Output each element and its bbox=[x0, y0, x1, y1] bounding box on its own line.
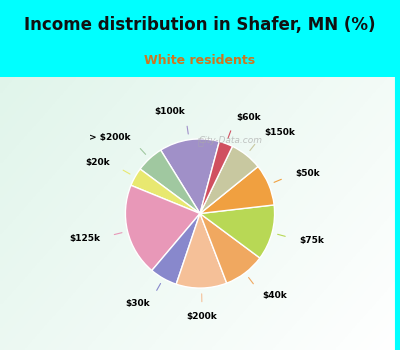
Text: $125k: $125k bbox=[69, 233, 100, 243]
Text: $30k: $30k bbox=[125, 299, 150, 308]
Text: Ⓢ: Ⓢ bbox=[197, 136, 203, 146]
Wedge shape bbox=[161, 139, 219, 214]
Text: $50k: $50k bbox=[295, 169, 320, 178]
Text: $60k: $60k bbox=[236, 112, 260, 121]
Text: White residents: White residents bbox=[144, 54, 256, 66]
Text: $20k: $20k bbox=[86, 159, 110, 167]
Text: Income distribution in Shafer, MN (%): Income distribution in Shafer, MN (%) bbox=[24, 16, 376, 34]
Wedge shape bbox=[200, 205, 274, 258]
Text: > $200k: > $200k bbox=[89, 133, 130, 142]
Wedge shape bbox=[200, 141, 232, 214]
Text: $150k: $150k bbox=[264, 128, 295, 137]
Text: City-Data.com: City-Data.com bbox=[199, 136, 263, 146]
Wedge shape bbox=[176, 214, 227, 288]
Wedge shape bbox=[126, 185, 200, 271]
Wedge shape bbox=[152, 214, 200, 284]
Wedge shape bbox=[200, 167, 274, 214]
Text: $200k: $200k bbox=[187, 312, 218, 321]
Text: $75k: $75k bbox=[300, 236, 324, 245]
Text: $100k: $100k bbox=[154, 107, 185, 116]
Text: $40k: $40k bbox=[262, 291, 287, 300]
Wedge shape bbox=[140, 150, 200, 214]
Wedge shape bbox=[131, 169, 200, 214]
Wedge shape bbox=[200, 214, 260, 283]
Wedge shape bbox=[200, 146, 258, 214]
